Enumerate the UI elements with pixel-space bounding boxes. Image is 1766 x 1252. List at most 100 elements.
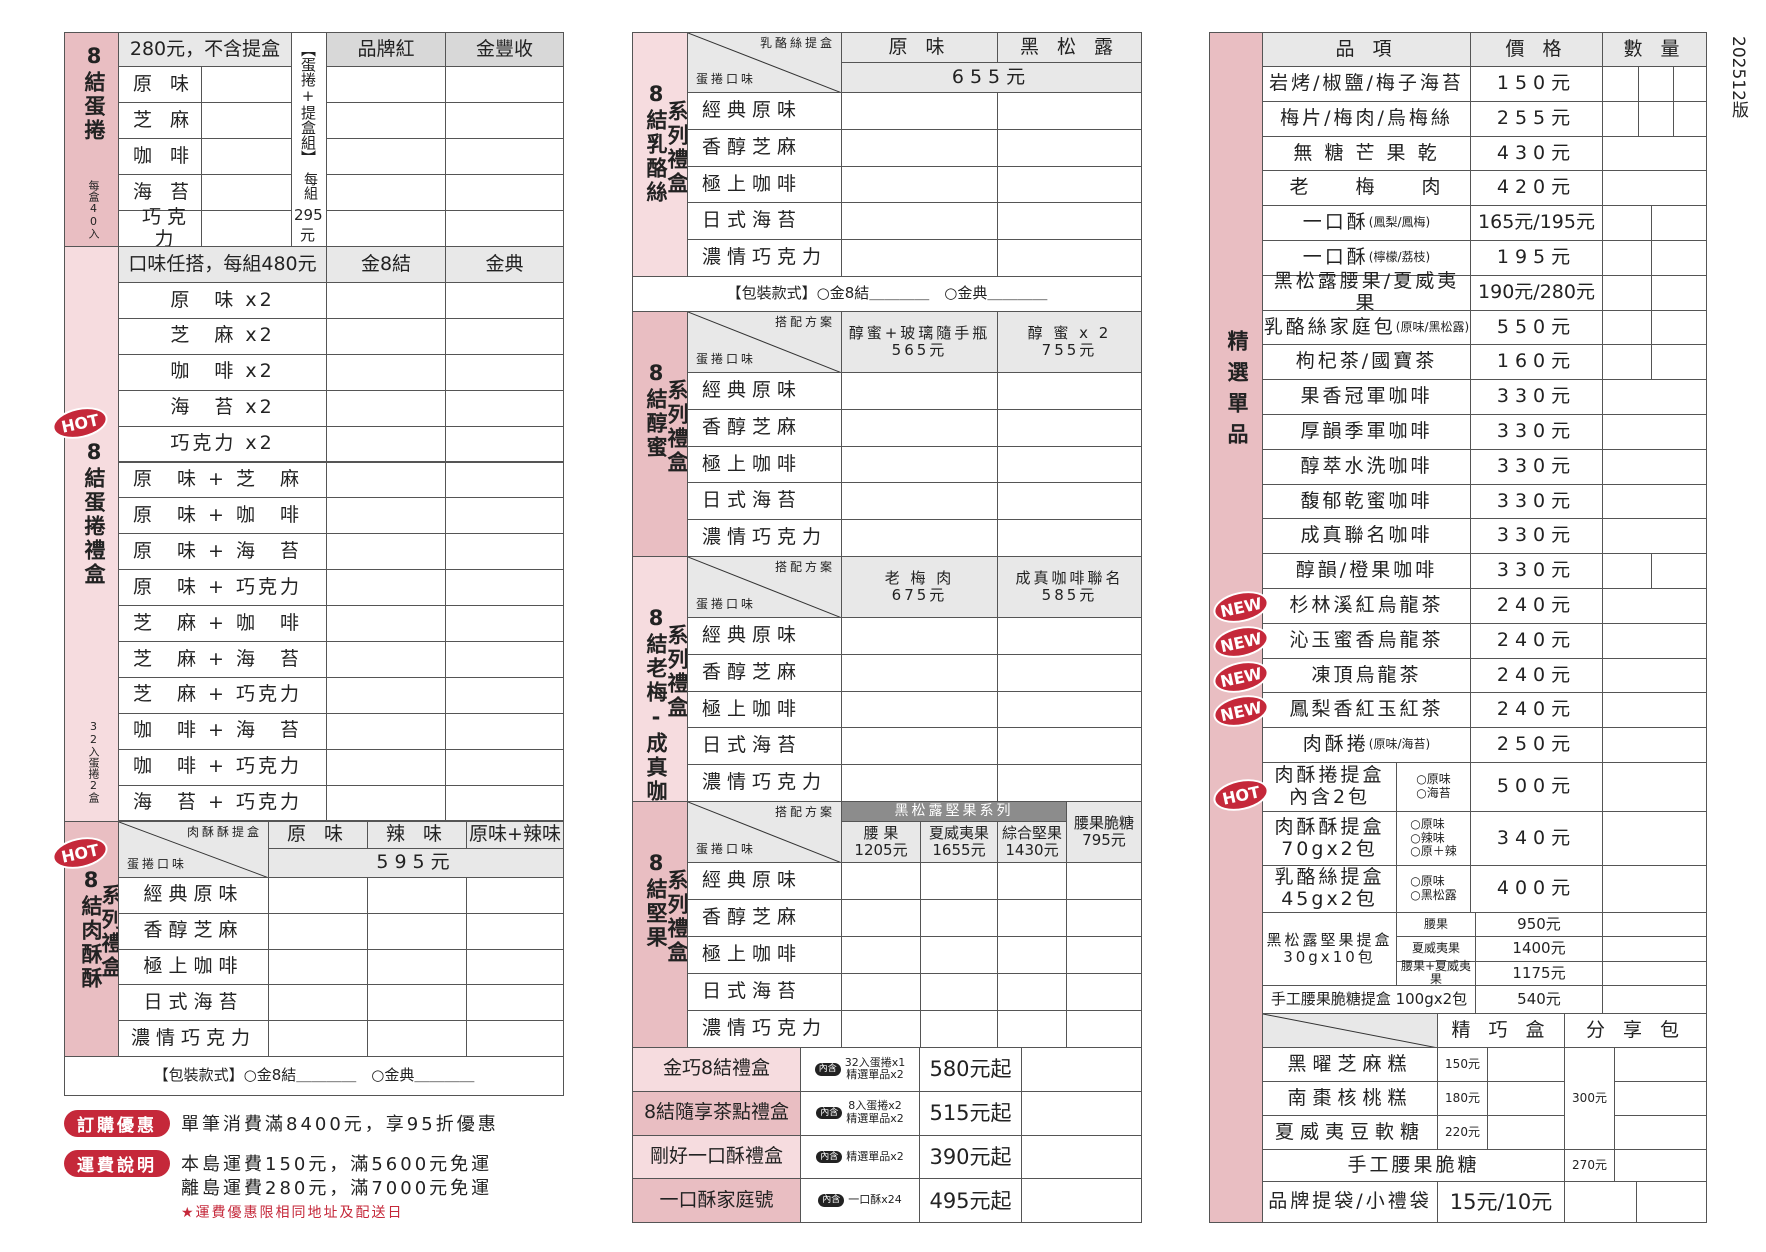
quantity-cell[interactable] — [326, 102, 446, 139]
quantity-cell[interactable] — [841, 690, 998, 729]
quantity-cell[interactable] — [326, 461, 446, 499]
quantity-cell[interactable] — [1021, 1047, 1142, 1092]
quantity-cell[interactable] — [445, 605, 564, 642]
quantity-cell[interactable] — [841, 899, 921, 937]
quantity-cell[interactable] — [1651, 344, 1707, 381]
quantity-cell[interactable] — [841, 165, 998, 204]
quantity-cell[interactable] — [1602, 309, 1652, 346]
quantity-cell[interactable] — [268, 912, 368, 950]
quantity-cell[interactable] — [1602, 692, 1707, 729]
quantity-cell[interactable] — [326, 569, 446, 607]
quantity-cell[interactable] — [466, 912, 564, 950]
quantity-cell[interactable] — [1602, 205, 1652, 241]
quantity-cell[interactable] — [445, 66, 564, 103]
quantity-cell[interactable] — [326, 605, 446, 642]
quantity-cell[interactable] — [201, 102, 292, 139]
quantity-cell[interactable] — [920, 936, 998, 974]
quantity-cell[interactable] — [268, 948, 368, 986]
quantity-cell[interactable] — [367, 912, 467, 950]
quantity-cell[interactable] — [841, 445, 998, 484]
quantity-cell[interactable] — [997, 690, 1142, 729]
quantity-cell[interactable] — [920, 899, 998, 937]
quantity-cell[interactable] — [268, 1020, 368, 1057]
quantity-cell[interactable] — [997, 973, 1067, 1011]
quantity-cell[interactable] — [1602, 518, 1707, 555]
quantity-cell[interactable] — [445, 317, 564, 355]
quantity-cell[interactable] — [1614, 1149, 1707, 1182]
quantity-cell[interactable] — [445, 210, 564, 247]
quantity-cell[interactable] — [997, 372, 1142, 410]
quantity-cell[interactable] — [445, 497, 564, 535]
quantity-cell[interactable] — [997, 1010, 1067, 1048]
quantity-cell[interactable] — [1602, 66, 1639, 102]
quantity-cell[interactable] — [1651, 240, 1707, 276]
quantity-cell[interactable] — [997, 617, 1142, 655]
quantity-cell[interactable] — [997, 899, 1067, 937]
quantity-cell[interactable] — [1066, 973, 1142, 1011]
quantity-cell[interactable] — [1602, 811, 1707, 866]
quantity-cell[interactable] — [326, 533, 446, 571]
quantity-cell[interactable] — [1602, 985, 1707, 1014]
quantity-cell[interactable] — [326, 282, 446, 319]
quantity-cell[interactable] — [326, 317, 446, 355]
quantity-cell[interactable] — [1602, 727, 1707, 763]
quantity-cell[interactable] — [841, 202, 998, 241]
quantity-cell[interactable] — [1066, 899, 1142, 937]
quantity-cell[interactable] — [1602, 865, 1707, 913]
quantity-cell[interactable] — [1651, 553, 1707, 589]
quantity-cell[interactable] — [445, 102, 564, 139]
quantity-cell[interactable] — [1602, 553, 1652, 589]
quantity-cell[interactable] — [1602, 240, 1652, 276]
quantity-cell[interactable] — [997, 482, 1142, 521]
quantity-cell[interactable] — [997, 202, 1142, 241]
quantity-cell[interactable] — [326, 784, 446, 822]
quantity-cell[interactable] — [445, 282, 564, 319]
quantity-cell[interactable] — [201, 174, 292, 211]
quantity-cell[interactable] — [445, 389, 564, 427]
quantity-cell[interactable] — [841, 482, 998, 521]
quantity-cell[interactable] — [445, 569, 564, 607]
quantity-cell[interactable] — [997, 764, 1142, 802]
quantity-cell[interactable] — [1638, 100, 1674, 137]
quantity-cell[interactable] — [997, 92, 1142, 130]
quantity-cell[interactable] — [1614, 1047, 1707, 1082]
quantity-cell[interactable] — [1602, 762, 1707, 812]
quantity-cell[interactable] — [1602, 170, 1707, 207]
quantity-cell[interactable] — [201, 66, 292, 103]
quantity-cell[interactable] — [841, 408, 998, 447]
quantity-cell[interactable] — [326, 138, 446, 175]
quantity-cell[interactable] — [326, 748, 446, 786]
quantity-cell[interactable] — [997, 653, 1142, 692]
quantity-cell[interactable] — [466, 984, 564, 1022]
quantity-cell[interactable] — [1564, 1181, 1637, 1223]
quantity-cell[interactable] — [997, 862, 1067, 900]
quantity-cell[interactable] — [326, 66, 446, 103]
quantity-cell[interactable] — [920, 862, 998, 900]
quantity-cell[interactable] — [1487, 1047, 1565, 1082]
quantity-cell[interactable] — [367, 877, 467, 914]
quantity-cell[interactable] — [201, 210, 292, 247]
quantity-cell[interactable] — [997, 128, 1142, 167]
packaging-option[interactable]: 【包裝款式】○金8結＿＿＿＿ ○金典＿＿＿＿ — [632, 276, 1142, 312]
quantity-cell[interactable] — [445, 353, 564, 391]
quantity-cell[interactable] — [445, 461, 564, 499]
quantity-cell[interactable] — [1673, 66, 1707, 102]
quantity-cell[interactable] — [326, 210, 446, 247]
quantity-cell[interactable] — [367, 948, 467, 986]
quantity-cell[interactable] — [1602, 912, 1707, 938]
quantity-cell[interactable] — [841, 862, 921, 900]
quantity-cell[interactable] — [326, 425, 446, 463]
quantity-cell[interactable] — [326, 389, 446, 427]
quantity-cell[interactable] — [841, 764, 998, 802]
quantity-cell[interactable] — [1602, 274, 1652, 311]
box-options-cell[interactable]: ○原味 ○辣味 ○原＋辣 — [1396, 811, 1471, 866]
quantity-cell[interactable] — [1602, 344, 1652, 381]
quantity-cell[interactable] — [1602, 483, 1707, 520]
quantity-cell[interactable] — [445, 533, 564, 571]
quantity-cell[interactable] — [841, 1010, 921, 1048]
quantity-cell[interactable] — [841, 973, 921, 1011]
quantity-cell[interactable] — [841, 617, 998, 655]
quantity-cell[interactable] — [1066, 1010, 1142, 1048]
quantity-cell[interactable] — [445, 641, 564, 678]
quantity-cell[interactable] — [367, 984, 467, 1022]
